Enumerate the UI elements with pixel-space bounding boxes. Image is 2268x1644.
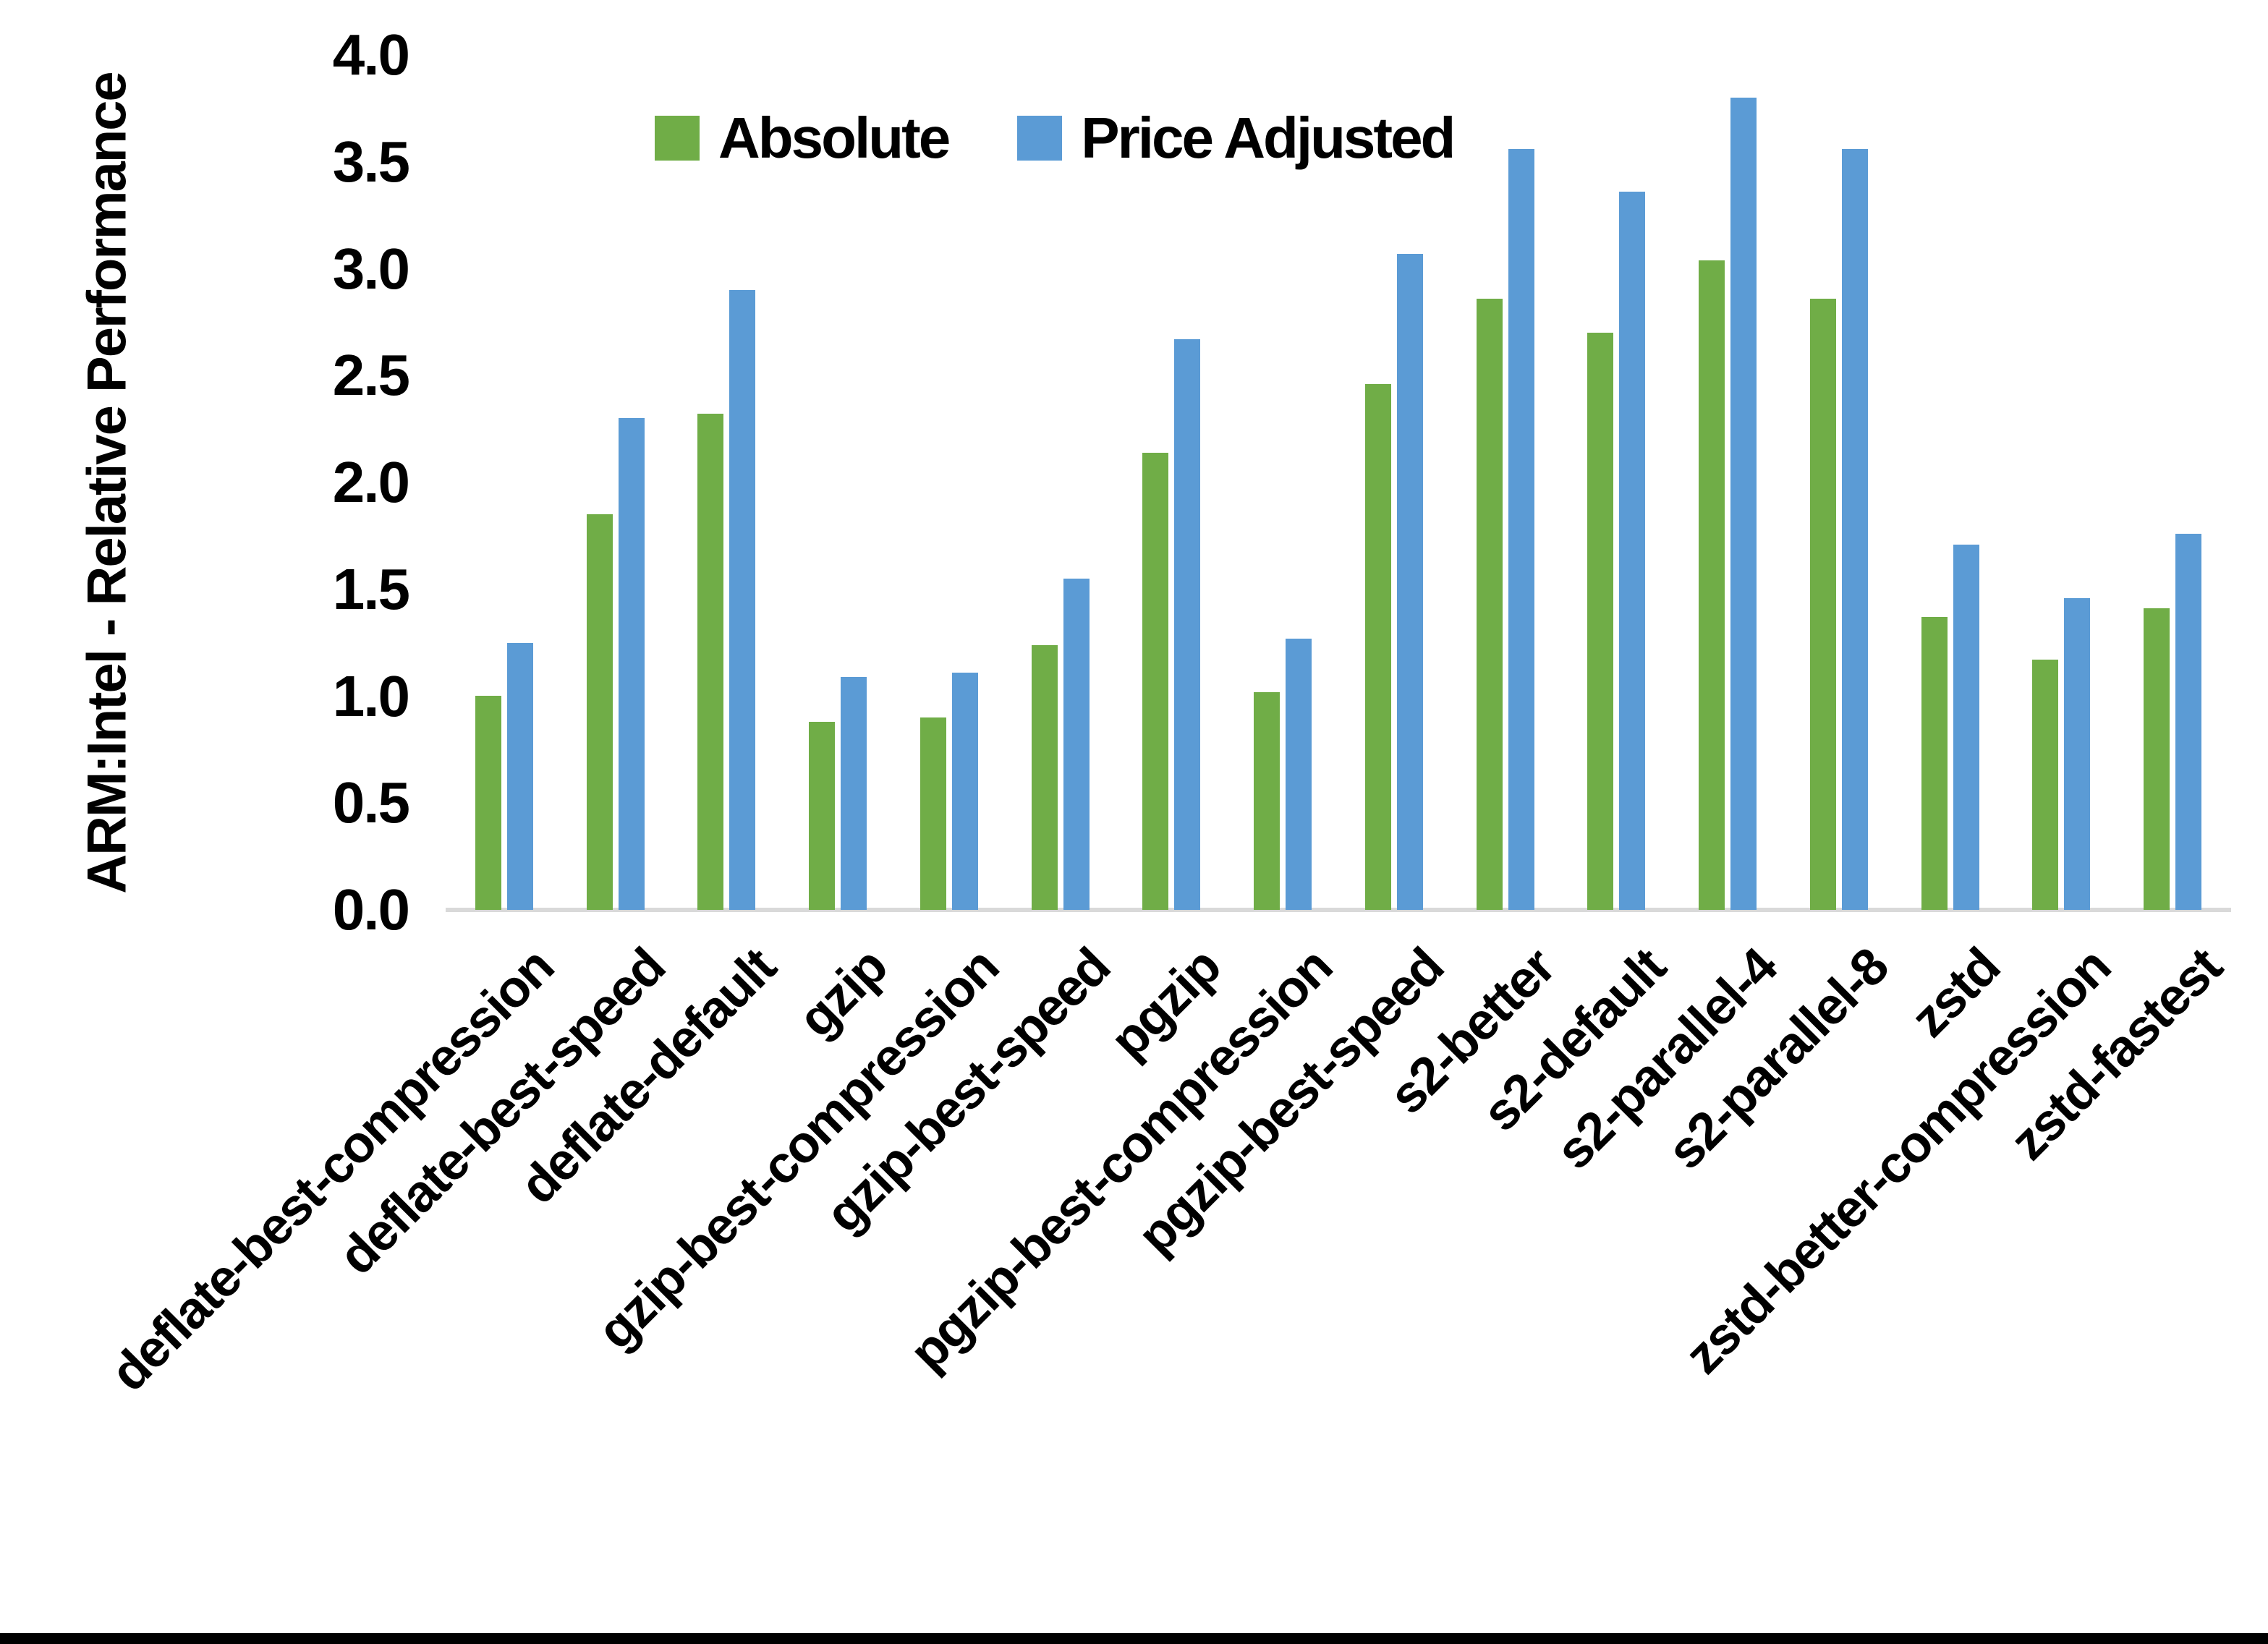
bar-absolute (475, 696, 501, 910)
bar-absolute (1365, 384, 1391, 910)
bar-absolute (920, 717, 946, 910)
legend-item: Absolute (655, 105, 951, 171)
y-tick-label: 0.5 (332, 770, 410, 835)
bar-price-adjusted (1174, 339, 1200, 910)
bar-price-adjusted (1842, 149, 1868, 910)
bar-absolute (1921, 617, 1948, 910)
bar-price-adjusted (1063, 579, 1090, 910)
bar-price-adjusted (1286, 639, 1312, 910)
bar-absolute (1254, 692, 1280, 910)
bar-absolute (1810, 299, 1836, 910)
legend-label: Absolute (718, 106, 951, 170)
y-tick-label: 0.0 (332, 877, 410, 942)
bar-price-adjusted (2064, 598, 2090, 910)
bar-absolute (2032, 660, 2058, 910)
y-tick-label: 1.5 (332, 556, 410, 621)
bar-absolute (2144, 608, 2170, 910)
bar-absolute (1699, 260, 1725, 910)
bar-price-adjusted (2175, 534, 2201, 910)
y-tick-label: 2.0 (332, 450, 410, 514)
bar-price-adjusted (1953, 545, 1979, 910)
legend-swatch-icon (655, 116, 700, 161)
bottom-border (0, 1633, 2268, 1644)
y-tick-label: 2.5 (332, 343, 410, 408)
bar-absolute (587, 514, 613, 910)
bar-price-adjusted (1619, 192, 1645, 910)
bar-price-adjusted (1730, 98, 1757, 910)
legend: Absolute Price Adjusted (655, 105, 1456, 171)
y-tick-label: 4.0 (332, 22, 410, 87)
bar-price-adjusted (841, 677, 867, 910)
bar-absolute (1587, 333, 1613, 910)
bar-price-adjusted (619, 418, 645, 910)
legend-swatch-icon (1017, 116, 1063, 161)
y-tick-label: 1.0 (332, 663, 410, 728)
legend-label: Price Adjusted (1081, 106, 1456, 170)
bar-absolute (697, 414, 723, 910)
bar-absolute (1477, 299, 1503, 910)
bar-price-adjusted (729, 290, 755, 910)
y-tick-label: 3.5 (332, 129, 410, 194)
x-axis-baseline (446, 908, 2231, 912)
bar-price-adjusted (1508, 149, 1534, 910)
bar-absolute (1142, 453, 1168, 910)
bar-absolute (1032, 645, 1058, 910)
bar-price-adjusted (1397, 254, 1423, 910)
bar-price-adjusted (952, 673, 978, 910)
legend-item: Price Adjusted (1017, 105, 1456, 171)
bar-absolute (809, 722, 835, 910)
y-tick-label: 3.0 (332, 236, 410, 301)
bar-price-adjusted (507, 643, 533, 910)
